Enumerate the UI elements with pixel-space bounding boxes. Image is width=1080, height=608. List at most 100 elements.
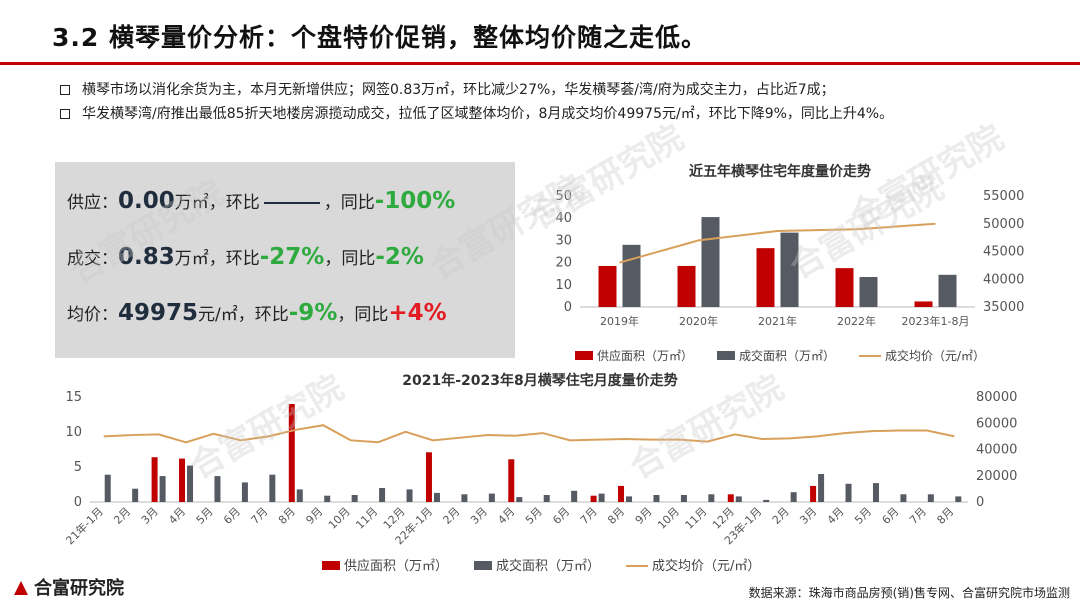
bullet-square-icon xyxy=(60,85,70,95)
deal-bar xyxy=(187,465,194,502)
x-category-label: 10月 xyxy=(655,505,682,532)
deal-bar xyxy=(708,494,715,502)
deal-bar xyxy=(780,232,799,307)
x-category-label: 4月 xyxy=(825,505,847,527)
kpi-deal-label: 成交： xyxy=(67,249,118,269)
x-category-label: 2022年 xyxy=(837,314,876,328)
kpi-deal: 成交：0.83万㎡，环比-27%，同比-2% xyxy=(67,244,424,270)
chart-title: 2021年-2023年8月横琴住宅月度量价走势 xyxy=(402,372,677,389)
x-category-label: 8月 xyxy=(276,505,298,527)
legend-label: 成交面积（万㎡） xyxy=(496,558,600,574)
footer-logo-text: 合富研究院 xyxy=(34,578,124,599)
x-category-label: 21年-1月 xyxy=(63,504,106,547)
x-category-label: 8月 xyxy=(605,505,627,527)
deal-bar xyxy=(680,495,687,502)
x-category-label: 4月 xyxy=(166,505,188,527)
kpi-price: 均价：49975元/㎡，环比-9%，同比+4% xyxy=(67,300,447,326)
footer-logo: 合富研究院 xyxy=(14,574,124,600)
deal-bar xyxy=(763,499,770,502)
kpi-price-label: 均价： xyxy=(67,305,118,325)
supply-bar xyxy=(598,265,617,307)
y-right-tick-label: 45000 xyxy=(983,245,1024,260)
deal-bar xyxy=(461,494,468,502)
deal-bar xyxy=(159,476,166,502)
bullet-square-icon xyxy=(60,109,70,119)
x-category-label: 10月 xyxy=(326,505,353,532)
kpi-deal-mom: -27% xyxy=(259,244,325,270)
deal-bar xyxy=(622,244,641,307)
deal-bar xyxy=(214,476,221,502)
supply-bar xyxy=(756,248,775,307)
kpi-deal-value: 0.83 xyxy=(118,244,175,270)
bullet-text-2: 华发横琴湾/府推出最低85折天地楼房源揽动成交，拉低了区域整体均价，8月成交均价… xyxy=(82,106,894,122)
supply-bar xyxy=(425,452,432,502)
title-rule xyxy=(0,62,1080,65)
deal-bar xyxy=(900,494,907,502)
kpi-price-unit: 元/㎡，环比 xyxy=(198,305,289,325)
kpi-price-value: 49975 xyxy=(118,300,199,326)
deal-bar xyxy=(818,474,825,502)
x-category-label: 2月 xyxy=(441,505,463,527)
deal-bar xyxy=(543,495,550,502)
supply-bar xyxy=(677,265,696,307)
kpi-panel: 供应：0.00万㎡，环比 ，同比-100% 成交：0.83万㎡，环比-27%，同比… xyxy=(55,162,515,358)
x-category-label: 6月 xyxy=(880,505,902,527)
kpi-supply-unit: 万㎡，环比 xyxy=(174,193,260,213)
kpi-price-sep: ，同比 xyxy=(337,305,389,325)
y-right-tick-label: 50000 xyxy=(983,217,1024,232)
bullet-text-1: 横琴市场以消化余货为主，本月无新增供应；网签0.83万㎡，环比减少27%，华发横… xyxy=(82,82,835,98)
legend-label: 供应面积（万㎡） xyxy=(597,348,693,363)
y-right-tick-label: 20000 xyxy=(976,469,1017,484)
kpi-deal-unit: 万㎡，环比 xyxy=(174,249,260,269)
supply-bar xyxy=(288,404,295,502)
kpi-supply-value: 0.00 xyxy=(118,188,175,214)
x-category-label: 2月 xyxy=(111,505,133,527)
y-right-tick-label: 55000 xyxy=(983,189,1024,204)
supply-bar xyxy=(151,457,158,502)
deal-bar xyxy=(516,497,523,502)
x-category-label: 8月 xyxy=(934,505,956,527)
x-category-label: 2023年1-8月 xyxy=(902,314,970,328)
legend-label: 成交均价（元/㎡） xyxy=(652,558,760,574)
deal-bar xyxy=(324,495,331,502)
x-category-label: 9月 xyxy=(633,505,655,527)
x-category-label: 11月 xyxy=(353,505,380,532)
y-right-tick-label: 60000 xyxy=(976,416,1017,431)
x-category-label: 3月 xyxy=(797,505,819,527)
deal-bar xyxy=(488,493,495,502)
deal-bar xyxy=(269,474,276,502)
legend-label: 成交面积（万㎡） xyxy=(739,348,835,363)
bullet-item-2: 华发横琴湾/府推出最低85折天地楼房源揽动成交，拉低了区域整体均价，8月成交均价… xyxy=(60,102,893,126)
y-left-tick-label: 0 xyxy=(564,300,572,315)
deal-bar xyxy=(735,496,742,502)
deal-bar xyxy=(653,495,660,502)
page-title: 3.2 横琴量价分析：个盘特价促销，整体均价随之走低。 xyxy=(52,23,707,52)
y-right-tick-label: 40000 xyxy=(983,272,1024,287)
x-category-label: 2020年 xyxy=(679,314,718,328)
legend-label: 供应面积（万㎡） xyxy=(344,558,448,574)
kpi-supply-label: 供应： xyxy=(67,193,118,213)
bullet-list: 横琴市场以消化余货为主，本月无新增供应；网签0.83万㎡，环比减少27%，华发横… xyxy=(60,78,893,126)
x-category-label: 11月 xyxy=(683,505,710,532)
y-left-tick-label: 10 xyxy=(65,425,82,440)
x-category-label: 6月 xyxy=(221,505,243,527)
x-category-label: 2021年 xyxy=(758,314,797,328)
supply-bar xyxy=(508,459,515,502)
y-right-tick-label: 0 xyxy=(976,495,984,510)
y-right-tick-label: 40000 xyxy=(976,443,1017,458)
deal-bar xyxy=(872,483,879,502)
kpi-supply-yoy: -100% xyxy=(374,188,456,214)
deal-bar xyxy=(351,495,358,502)
supply-bar xyxy=(179,458,186,502)
deal-bar xyxy=(598,493,605,502)
x-category-label: 7月 xyxy=(578,505,600,527)
x-category-label: 2月 xyxy=(770,505,792,527)
kpi-deal-sep: ，同比 xyxy=(324,249,376,269)
y-left-tick-label: 20 xyxy=(555,256,572,271)
deal-bar xyxy=(296,489,303,502)
monthly-chart: 2021年-2023年8月横琴住宅月度量价走势 0 5 10 15 0 20000 40000… xyxy=(63,372,1018,574)
y-left-tick-label: 0 xyxy=(74,495,82,510)
legend-swatch xyxy=(575,351,593,360)
supply-bar xyxy=(618,485,625,502)
x-category-label: 3月 xyxy=(139,505,161,527)
